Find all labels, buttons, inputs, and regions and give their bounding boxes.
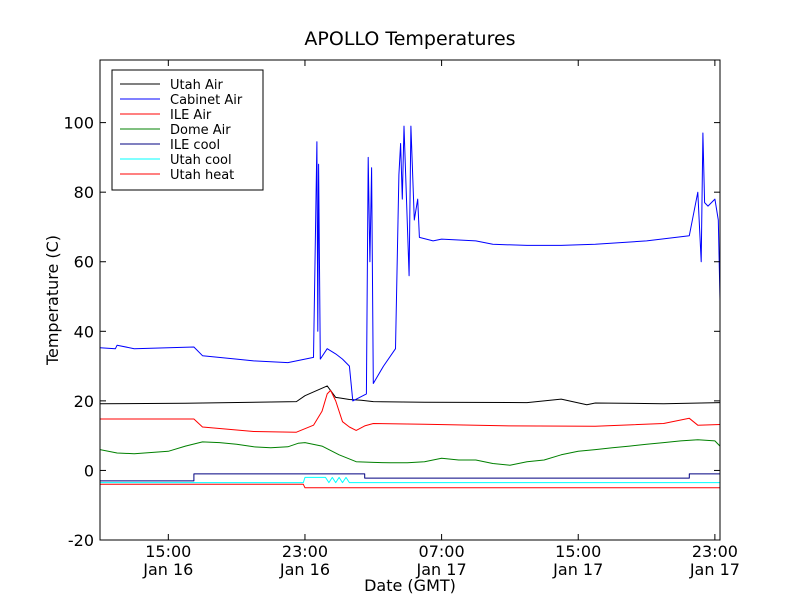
- legend-box: [111, 69, 264, 191]
- legend-label: ILE Air: [170, 108, 212, 123]
- x-tick-label-date: Jan 16: [279, 560, 330, 579]
- series-line-utah-cool: [100, 476, 720, 484]
- legend-label: Utah cool: [170, 153, 232, 168]
- series-line-dome-air: [100, 439, 720, 466]
- y-tick-label: 80: [74, 183, 94, 202]
- series-line-ile-air: [100, 389, 720, 433]
- series-line-cabinet-air: [100, 125, 720, 402]
- x-tick-label-time: 23:00: [692, 542, 738, 561]
- legend-label: Utah heat: [170, 168, 234, 183]
- legend-label: Utah Air: [170, 78, 223, 93]
- y-tick-label: 0: [84, 461, 94, 480]
- series-line-utah-air: [100, 385, 720, 406]
- y-tick-label: 100: [63, 114, 94, 133]
- y-tick-label: -20: [68, 531, 94, 550]
- x-tick-label-time: 23:00: [282, 542, 328, 561]
- series-layer: [100, 125, 720, 489]
- series-line-ile-cool: [100, 473, 720, 482]
- y-tick-label: 60: [74, 253, 94, 272]
- legend-label: Dome Air: [170, 123, 231, 138]
- y-axis-label: Temperature (C): [43, 235, 62, 366]
- x-axis-label: Date (GMT): [364, 576, 456, 595]
- x-tick-label-date: Jan 16: [142, 560, 193, 579]
- y-tick-label: 20: [74, 392, 94, 411]
- legend-label: ILE cool: [170, 138, 220, 153]
- legend-label: Cabinet Air: [170, 93, 243, 108]
- series-line-utah-heat: [100, 483, 720, 489]
- x-tick-label-date: Jan 17: [416, 560, 467, 579]
- x-tick-label-date: Jan 17: [689, 560, 740, 579]
- y-tick-label: 40: [74, 322, 94, 341]
- x-tick-label-time: 15:00: [555, 542, 601, 561]
- plot-frame: [99, 59, 721, 541]
- chart-title: APOLLO Temperatures: [304, 28, 515, 50]
- x-tick-label-date: Jan 17: [552, 560, 603, 579]
- x-tick-label-time: 15:00: [145, 542, 191, 561]
- x-tick-label-time: 07:00: [419, 542, 465, 561]
